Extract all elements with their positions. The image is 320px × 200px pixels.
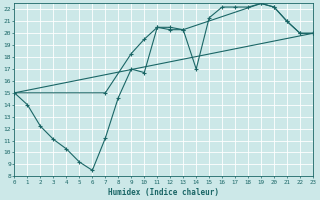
X-axis label: Humidex (Indice chaleur): Humidex (Indice chaleur) xyxy=(108,188,219,197)
